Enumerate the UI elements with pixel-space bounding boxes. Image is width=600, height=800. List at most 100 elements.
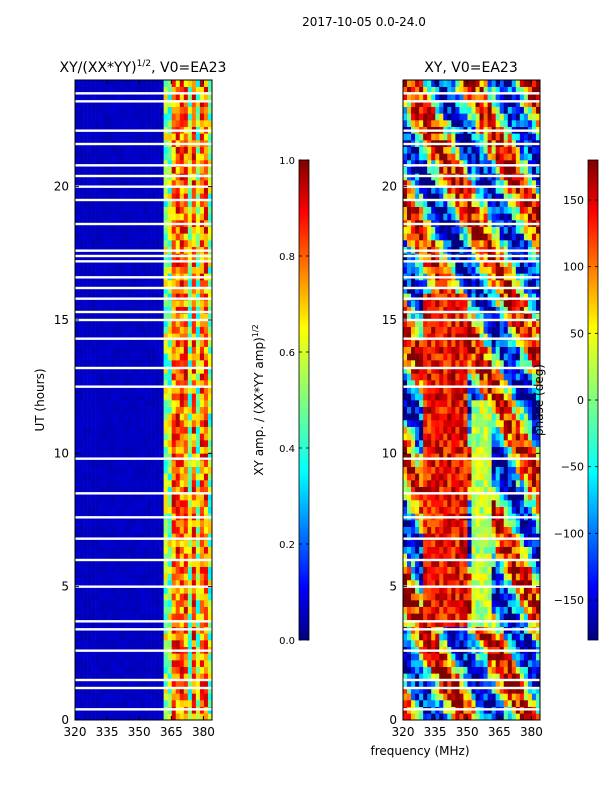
- heatmap-cell: [203, 426, 209, 434]
- heatmap-cell: [207, 133, 213, 141]
- heatmap-cell: [495, 693, 501, 701]
- heatmap-cell: [527, 693, 533, 701]
- heatmap-cell: [135, 433, 140, 441]
- heatmap-cell: [79, 306, 84, 314]
- heatmap-cell: [515, 426, 521, 434]
- x-tick-label: 365: [160, 725, 183, 739]
- heatmap-cell: [87, 480, 92, 487]
- heatmap-cell: [139, 213, 144, 221]
- heatmap-cell: [475, 640, 480, 647]
- heatmap-cell: [99, 373, 104, 381]
- heatmap-cell: [151, 393, 156, 401]
- heatmap-cell: [175, 653, 181, 661]
- heatmap-cell: [87, 593, 92, 601]
- heatmap-cell: [511, 466, 517, 474]
- heatmap-cell: [411, 526, 416, 534]
- heatmap-cell: [115, 620, 120, 627]
- heatmap-cell: [203, 266, 209, 274]
- heatmap-cell: [175, 86, 181, 94]
- heatmap-cell: [491, 593, 496, 601]
- heatmap-cell: [403, 486, 408, 494]
- heatmap-cell: [203, 340, 209, 347]
- heatmap-cell: [163, 406, 168, 414]
- heatmap-cell: [187, 620, 193, 627]
- heatmap-cell: [467, 560, 472, 567]
- heatmap-cell: [111, 226, 116, 234]
- heatmap-cell: [155, 133, 160, 141]
- heatmap-cell: [427, 440, 432, 447]
- heatmap-cell: [167, 86, 173, 94]
- heatmap-cell: [131, 666, 136, 674]
- heatmap-cell: [139, 106, 144, 114]
- heatmap-cell: [187, 420, 193, 427]
- heatmap-cell: [79, 320, 84, 327]
- heatmap-cell: [123, 233, 128, 241]
- heatmap-cell: [187, 280, 193, 287]
- heatmap-cell: [463, 500, 468, 507]
- heatmap-cell: [407, 573, 412, 581]
- heatmap-cell: [103, 500, 108, 507]
- heatmap-cell: [471, 533, 476, 541]
- heatmap-cell: [443, 446, 448, 454]
- heatmap-cell: [151, 466, 156, 474]
- heatmap-cell: [75, 660, 80, 667]
- heatmap-cell: [159, 386, 164, 394]
- heatmap-cell: [535, 586, 541, 594]
- heatmap-cell: [75, 133, 80, 141]
- flagged-row: [75, 286, 212, 290]
- heatmap-cell: [487, 466, 492, 474]
- heatmap-cell: [179, 266, 185, 274]
- heatmap-cell: [123, 620, 128, 627]
- heatmap-cell: [183, 433, 189, 441]
- heatmap-cell: [155, 466, 160, 474]
- heatmap-cell: [191, 280, 197, 287]
- heatmap-cell: [515, 686, 521, 694]
- heatmap-cell: [191, 293, 197, 301]
- heatmap-cell: [127, 600, 132, 607]
- heatmap-cell: [195, 306, 201, 314]
- heatmap-cell: [435, 480, 440, 487]
- heatmap-cell: [483, 533, 488, 541]
- heatmap-cell: [183, 640, 189, 647]
- heatmap-cell: [179, 400, 185, 407]
- heatmap-cell: [91, 406, 96, 414]
- heatmap-cell: [427, 666, 432, 674]
- heatmap-cell: [131, 120, 136, 127]
- heatmap-cell: [171, 520, 177, 527]
- heatmap-cell: [475, 446, 480, 454]
- heatmap-cell: [179, 186, 185, 194]
- heatmap-cell: [447, 640, 452, 647]
- heatmap-cell: [515, 520, 521, 527]
- heatmap-cell: [99, 93, 104, 101]
- heatmap-cell: [103, 693, 108, 701]
- heatmap-cell: [151, 713, 156, 721]
- heatmap-cell: [95, 153, 100, 161]
- heatmap-cell: [507, 533, 513, 541]
- heatmap-cell: [143, 353, 148, 361]
- heatmap-cell: [159, 673, 164, 681]
- heatmap-cell: [207, 373, 213, 381]
- heatmap-cell: [495, 553, 501, 561]
- heatmap-cell: [171, 180, 177, 187]
- heatmap-cell: [403, 433, 408, 441]
- heatmap-cell: [95, 520, 100, 527]
- heatmap-cell: [411, 713, 416, 721]
- heatmap-cell: [435, 546, 440, 554]
- heatmap-cell: [499, 400, 505, 407]
- heatmap-cell: [159, 306, 164, 314]
- heatmap-cell: [83, 266, 88, 274]
- heatmap-cell: [495, 606, 501, 614]
- heatmap-cell: [443, 633, 448, 641]
- heatmap-cell: [447, 600, 452, 607]
- heatmap-cell: [119, 346, 124, 354]
- heatmap-cell: [183, 393, 189, 401]
- heatmap-cell: [107, 606, 112, 614]
- heatmap-cell: [147, 226, 152, 234]
- heatmap-cell: [155, 473, 160, 481]
- heatmap-cell: [111, 413, 116, 421]
- heatmap-cell: [459, 440, 464, 447]
- heatmap-cell: [131, 380, 136, 387]
- heatmap-cell: [527, 466, 533, 474]
- heatmap-cell: [155, 326, 160, 334]
- heatmap-cell: [483, 460, 488, 467]
